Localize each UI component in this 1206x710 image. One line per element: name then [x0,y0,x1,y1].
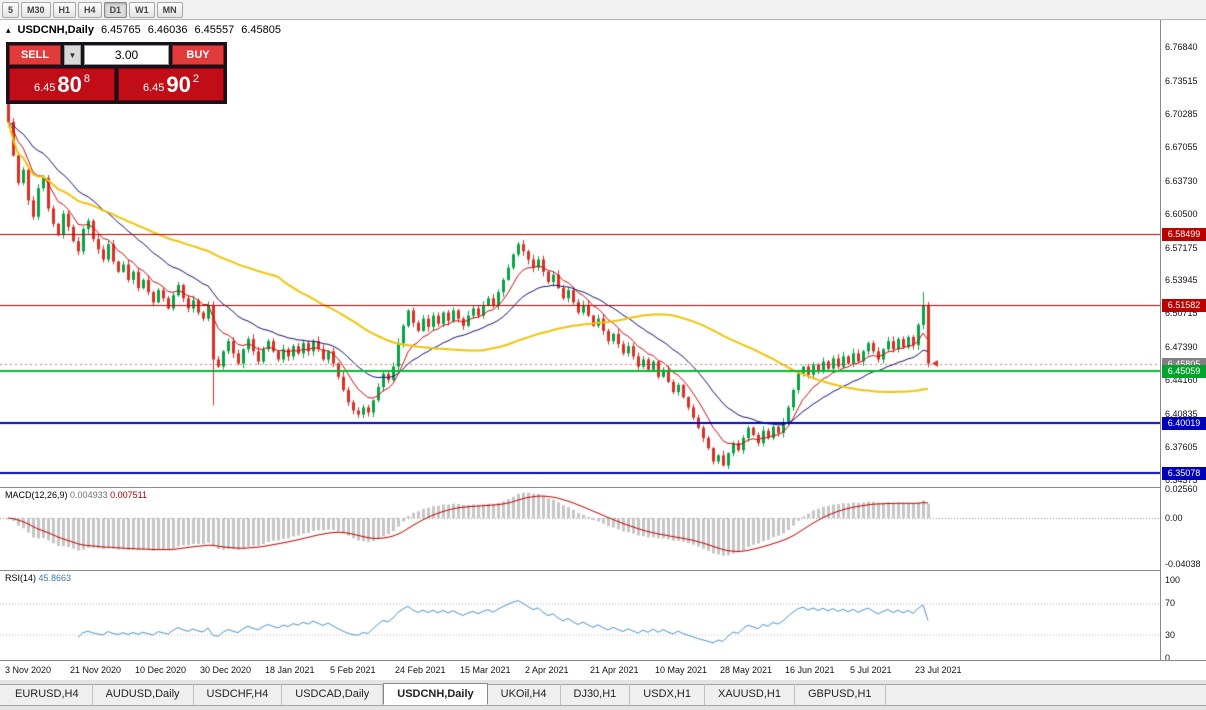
price-scale-tick: 6.53945 [1165,275,1198,286]
time-axis-label: 30 Dec 2020 [200,665,252,675]
chart-tab-usdchf-h4[interactable]: USDCHF,H4 [194,684,283,705]
macd-indicator-label: MACD(12,26,9) 0.004933 0.007511 [5,490,147,500]
sell-price-button[interactable]: 6.45 80 8 [9,68,115,101]
spinner-arrow-icon: ▼ [68,51,77,60]
chart-tab-gbpusd-h1[interactable]: GBPUSD,H1 [795,684,886,705]
sell-button[interactable]: SELL [9,45,61,65]
buy-button[interactable]: BUY [172,45,224,65]
time-axis-label: 21 Apr 2021 [590,665,639,675]
buy-price-big: 90 [166,71,191,97]
time-axis-label: 21 Nov 2020 [70,665,122,675]
timeframe-toolbar: 5 M30 H1 H4 D1 W1 MN [0,0,1206,20]
ohlc-open: 6.45765 [100,24,141,36]
rsi-scale-tick: 70 [1165,598,1176,609]
macd-scale-tick: 0.02560 [1165,484,1198,495]
panel-splitter[interactable] [0,570,1206,571]
timeframe-button-w1[interactable]: W1 [129,1,155,18]
timeframe-button-d1[interactable]: D1 [103,1,128,18]
hline-price-badge: 6.45059 [1162,365,1206,379]
price-scale-tick: 6.70285 [1165,108,1198,119]
price-scale-tick: 6.76840 [1165,42,1198,53]
price-scale-tick: 6.57175 [1165,242,1198,253]
price-scale-tick: 6.40835 [1165,409,1198,420]
chart-tab-bar: EURUSD,H4 AUDUSD,Daily USDCHF,H4 USDCAD,Dai… [0,683,1206,706]
price-scale-tick: 6.47390 [1165,342,1198,353]
price-chart-canvas[interactable] [0,20,1160,660]
time-axis-label: 24 Feb 2021 [395,665,446,675]
ohlc-low: 6.45557 [194,24,235,36]
timeframe-button-mn[interactable]: MN [156,1,183,18]
rsi-indicator-label: RSI(14) 45.8663 [5,573,72,583]
lot-size-input[interactable] [84,45,169,65]
timeframe-button-h1[interactable]: H1 [52,1,77,18]
time-axis-label: 18 Jan 2021 [265,665,315,675]
time-axis-label: 16 Jun 2021 [785,665,835,675]
rsi-name: RSI(14) [5,573,37,583]
panel-splitter[interactable] [0,487,1206,488]
chart-tab-audusd-daily[interactable]: AUDUSD,Daily [93,684,194,705]
timeframe-button-5[interactable]: 5 [2,1,20,18]
time-axis-label: 28 May 2021 [720,665,773,675]
chart-tab-dj30-h1[interactable]: DJ30,H1 [561,684,631,705]
ohlc-close: 6.45805 [241,24,281,36]
price-scale-tick: 6.44160 [1165,375,1198,386]
time-axis-label: 5 Feb 2021 [330,665,376,675]
chart-tab-xauusd-h1[interactable]: XAUUSD,H1 [705,684,795,705]
price-scale[interactable]: 6.76840 6.73515 6.70285 6.67055 6.63730 6.605… [1160,20,1206,663]
sell-price-prefix: 6.45 [33,82,56,94]
chart-tab-eurusd-h4[interactable]: EURUSD,H4 [2,684,93,705]
price-scale-tick: 6.37605 [1165,442,1198,453]
rsi-scale-tick: 0 [1165,653,1171,663]
price-scale-tick: 6.34375 [1165,475,1198,486]
timeframe-button-m30[interactable]: M30 [21,1,51,18]
chart-tab-usdcad-daily[interactable]: USDCAD,Daily [282,684,384,705]
chart-symbol-title: USDCNH,Daily [17,24,94,36]
price-scale-tick: 6.63730 [1165,175,1198,186]
buy-price-button[interactable]: 6.45 90 2 [118,68,224,101]
rsi-value: 45.8663 [38,573,72,583]
timeframe-button-h4[interactable]: H4 [78,1,102,18]
macd-scale-tick: -0.04038 [1165,558,1201,569]
buy-price-sup: 2 [192,73,200,85]
price-scale-tick: 6.73515 [1165,75,1198,86]
time-axis-label: 10 May 2021 [655,665,708,675]
ohlc-high: 6.46036 [147,24,188,36]
time-axis-label: 10 Dec 2020 [135,665,187,675]
rsi-scale-tick: 100 [1165,575,1181,585]
chart-tab-usdx-h1[interactable]: USDX,H1 [630,684,705,705]
collapse-panel-icon[interactable]: ▴ [6,24,11,35]
chart-tab-ukoil-h4[interactable]: UKOil,H4 [488,684,561,705]
hline-price-badge: 6.58499 [1162,228,1206,242]
price-scale-tick: 6.50715 [1165,308,1198,319]
time-axis-label: 2 Apr 2021 [525,665,569,675]
rsi-scale-tick: 30 [1165,629,1176,640]
hline-price-badge: 6.35078 [1162,466,1206,480]
chart-tab-usdcnh-daily[interactable]: USDCNH,Daily [383,683,488,705]
hline-price-badge: 6.51582 [1162,298,1206,312]
macd-value: 0.004933 [70,490,108,500]
hline-price-badge: 6.40019 [1162,416,1206,430]
time-axis[interactable]: 3 Nov 2020 21 Nov 2020 10 Dec 2020 30 Dec 2… [0,660,1206,680]
time-axis-label: 23 Jul 2021 [915,665,962,675]
macd-name: MACD(12,26,9) [5,490,68,500]
price-scale-tick: 6.60500 [1165,208,1198,219]
time-axis-label: 15 Mar 2021 [460,665,511,675]
sell-price-big: 80 [57,71,82,97]
chart-header: ▴ USDCNH,Daily 6.45765 6.46036 6.45557 6… [6,24,281,36]
sell-price-sup: 8 [83,73,91,85]
lot-size-spinner[interactable]: ▼ [64,45,81,65]
macd-signal-value: 0.007511 [110,490,147,500]
chart-window: ▴ USDCNH,Daily 6.45765 6.46036 6.45557 6… [0,20,1206,680]
price-scale-tick: 6.67055 [1165,141,1198,152]
macd-scale-tick: 0.00 [1165,513,1183,523]
buy-price-prefix: 6.45 [142,82,165,94]
time-axis-label: 3 Nov 2020 [5,665,52,675]
time-axis-label: 5 Jul 2021 [850,665,892,675]
